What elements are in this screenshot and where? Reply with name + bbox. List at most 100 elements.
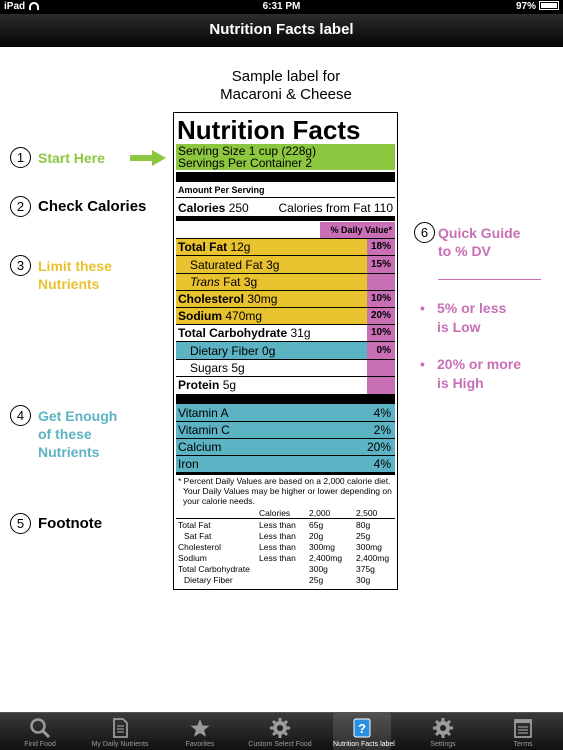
nutrient-sugars: Sugars 5g [176, 361, 395, 375]
calories-label: Calories [178, 201, 226, 215]
tab-find-food[interactable]: Find Food [0, 713, 80, 750]
sample-line2: Macaroni & Cheese [220, 86, 352, 103]
guide-high-line1: 20% or more [437, 356, 522, 372]
nutrient-amount: 30mg [247, 292, 278, 306]
ft-row-qual: Less than [259, 553, 296, 563]
limit-band [176, 238, 367, 324]
search-icon [30, 718, 51, 739]
star-icon [190, 719, 210, 737]
tab-settings[interactable]: Settings [403, 713, 483, 750]
step-number: 2 [10, 196, 31, 217]
fiber-band [176, 342, 367, 359]
nutrient-cholesterol: Cholesterol 30mg 10% [176, 292, 395, 306]
step-label-line1: Get Enough [38, 408, 118, 424]
step-label-line1: Limit these [38, 258, 112, 274]
ft-row-2500: 375g [356, 564, 375, 574]
amount-per-serving: Amount Per Serving [178, 185, 265, 195]
step-label-line3: Nutrients [38, 444, 100, 460]
nutrient-trans-fat: Trans Fat 3g [176, 275, 395, 289]
nutrient-amount: 31g [290, 326, 311, 340]
ft-row-2500: 2,400mg [356, 553, 390, 563]
dv-column [367, 238, 395, 394]
footnote-line1: * Percent Daily Values are based on a 2,… [178, 476, 391, 486]
divider-thin [176, 341, 395, 342]
dv-header-band [320, 222, 395, 238]
notepad-icon [514, 719, 532, 738]
status-device: iPad [4, 1, 40, 12]
ft-row-name: Cholesterol [178, 542, 221, 552]
nutrient-total-fat: Total Fat 12g 18% [176, 240, 395, 254]
tab-label: Settings [430, 741, 456, 748]
vitamin-pct: 2% [373, 423, 391, 437]
nutrient-name: Dietary Fiber [190, 344, 259, 358]
vitamin-c: Vitamin C 2% [176, 423, 395, 437]
nutrient-protein: Protein 5g [176, 378, 395, 392]
bullet-icon: • [420, 356, 425, 372]
iron: Iron 4% [176, 457, 395, 471]
status-battery: 97% [516, 1, 559, 12]
vitamin-name: Vitamin A [178, 406, 229, 420]
vitamin-pct: 4% [373, 406, 391, 420]
gear-icon [270, 718, 290, 738]
divider-thin [176, 376, 395, 377]
nutrient-amount: 470mg [225, 309, 263, 323]
nutrient-amount: 3g [266, 258, 280, 272]
divider-thin [176, 290, 395, 291]
sample-line1: Sample label for [231, 68, 341, 85]
divider-thin [176, 359, 395, 360]
ft-row-2000: 25g [309, 575, 324, 585]
bullet-icon: • [420, 300, 425, 316]
battery-percent: 97% [515, 1, 536, 12]
tab-label: Favorites [185, 741, 215, 748]
divider-medium [176, 216, 395, 221]
ft-row-2000: 300mg [309, 542, 335, 552]
divider-medium [176, 472, 395, 475]
vitamin-name: Calcium [178, 440, 222, 454]
divider-thin [176, 324, 395, 325]
nutrient-amount: 12g [230, 240, 251, 254]
divider-thick [176, 394, 395, 404]
battery-icon [539, 1, 559, 10]
nutrient-pct: 20% [370, 310, 391, 321]
vitamin-name: Vitamin C [178, 423, 230, 437]
document-icon [113, 718, 128, 738]
guide-low-line2: is Low [437, 319, 481, 335]
vitamin-a: Vitamin A 4% [176, 406, 395, 420]
sample-heading: Sample label for Macaroni & Cheese [150, 68, 422, 104]
page-title: Nutrition Facts label [209, 21, 354, 38]
divider-thick [176, 172, 395, 182]
tab-label: Find Food [24, 741, 56, 748]
nutrient-sodium: Sodium 470mg 20% [176, 309, 395, 323]
divider-thin [176, 518, 395, 519]
nutrient-name: Sodium [178, 309, 222, 323]
tab-custom-select-food[interactable]: Custom Select Food [240, 713, 320, 750]
nutrient-saturated-fat: Saturated Fat 3g 15% [176, 258, 395, 272]
vitamin-name: Iron [178, 457, 199, 471]
tab-my-daily-nutrients[interactable]: My Daily Nutrients [80, 713, 160, 750]
step-label: Footnote [38, 515, 103, 532]
ft-row-2000: 20g [309, 531, 324, 541]
tab-favorites[interactable]: Favorites [160, 713, 240, 750]
divider-thin [176, 238, 395, 239]
ft-row-2000: 65g [309, 520, 324, 530]
divider-thin [176, 421, 395, 422]
nutrient-amount: 5g [222, 378, 237, 392]
step-label-line2: of these [38, 426, 92, 442]
nutrition-label: Nutrition Facts Serving Size 1 cup (228g… [173, 112, 398, 590]
servings-per-container: Servings Per Container 2 [178, 156, 313, 170]
ft-row-name: Dietary Fiber [184, 575, 233, 585]
step-number: 1 [10, 147, 31, 168]
tab-nutrition-facts-label[interactable]: ? Nutrition Facts label [333, 713, 395, 750]
calcium: Calcium 20% [176, 440, 395, 454]
label-title: Nutrition Facts [177, 115, 361, 145]
ft-row-name: Total Fat [178, 520, 211, 530]
tab-terms[interactable]: Terms [483, 713, 563, 750]
vitamin-pct: 20% [366, 440, 391, 454]
ft-row-name: Sodium [178, 553, 207, 563]
tab-label: Nutrition Facts label [333, 741, 395, 748]
step-number: 3 [10, 255, 31, 276]
ft-row-name: Total Carbohydrate [178, 564, 250, 574]
tab-label: My Daily Nutrients [91, 741, 149, 748]
serving-size: Serving Size 1 cup (228g) [178, 144, 317, 158]
footnote-line2: Your Daily Values may be higher or lower… [183, 486, 392, 496]
